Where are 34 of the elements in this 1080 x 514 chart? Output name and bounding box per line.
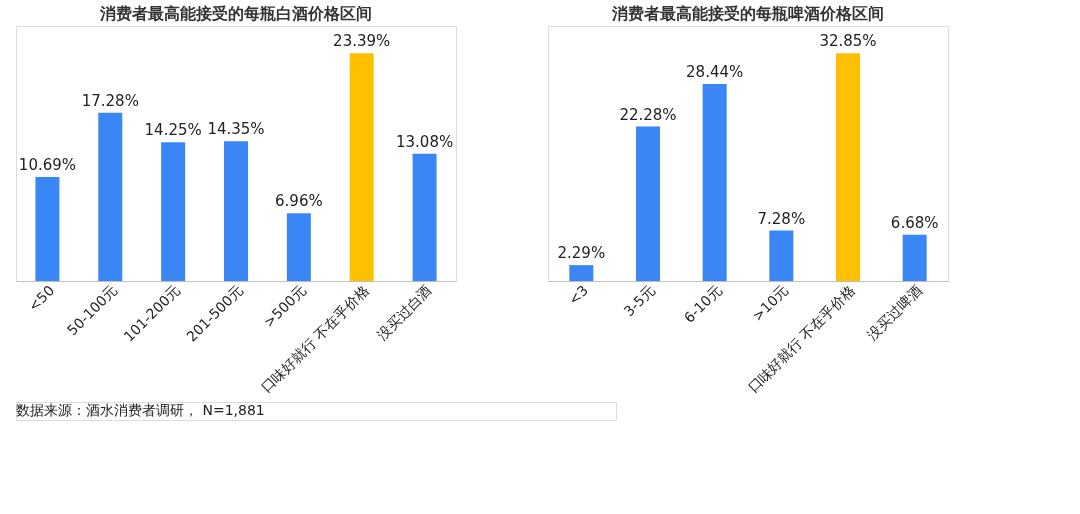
bar bbox=[286, 213, 311, 281]
bar bbox=[224, 141, 248, 281]
data-label: 22.28% bbox=[619, 105, 677, 124]
data-label: 6.96% bbox=[275, 192, 323, 211]
data-label: 13.08% bbox=[395, 132, 454, 151]
source-note: 数据来源：酒水消费者调研， N=1,881 bbox=[16, 402, 265, 418]
data-label: 28.44% bbox=[686, 62, 744, 81]
data-label: 2.29% bbox=[557, 244, 606, 263]
data-label: 17.28% bbox=[81, 91, 139, 110]
data-label: 14.25% bbox=[144, 121, 202, 140]
bar bbox=[98, 112, 123, 281]
x-tick-label: 没买过白酒 bbox=[373, 282, 435, 343]
bar bbox=[702, 83, 727, 281]
bar bbox=[569, 265, 594, 281]
bar bbox=[35, 176, 60, 281]
bar bbox=[349, 53, 374, 281]
x-tick-label: 没买过啤酒 bbox=[863, 282, 925, 343]
data-label: 7.28% bbox=[757, 209, 806, 228]
data-label: 6.68% bbox=[890, 213, 939, 232]
x-tick-label: <3 bbox=[565, 282, 592, 308]
bar bbox=[412, 153, 437, 281]
x-tick-label: <50 bbox=[25, 282, 58, 315]
bar bbox=[161, 142, 186, 281]
bar bbox=[769, 230, 794, 281]
data-label: 23.39% bbox=[333, 32, 391, 51]
bar bbox=[836, 53, 860, 281]
bar bbox=[636, 126, 660, 281]
bar bbox=[902, 234, 927, 281]
chart-title: 消费者最高能接受的每瓶白酒价格区间 bbox=[99, 4, 372, 23]
data-label: 32.85% bbox=[819, 32, 877, 51]
chart-title: 消费者最高能接受的每瓶啤酒价格区间 bbox=[611, 4, 884, 23]
data-label: 14.35% bbox=[207, 120, 265, 139]
data-label: 10.69% bbox=[18, 155, 77, 174]
x-tick-label: 3-5元 bbox=[620, 282, 658, 320]
